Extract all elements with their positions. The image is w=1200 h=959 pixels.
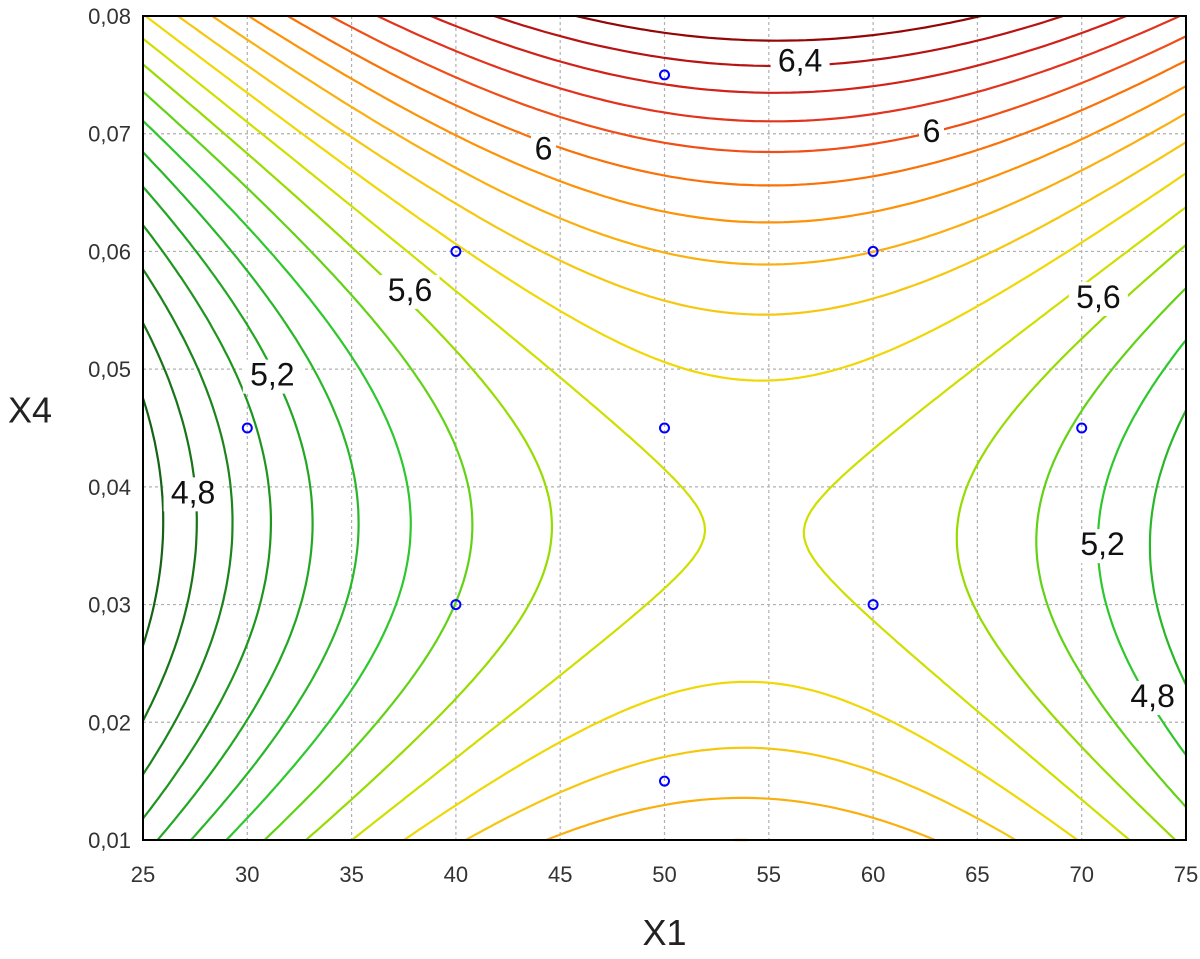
y-tick-label: 0,03 <box>88 593 131 618</box>
plot-frame <box>142 15 1187 841</box>
design-point <box>659 69 670 81</box>
contour-label-bg <box>1123 680 1183 715</box>
contour-line <box>144 14 1188 842</box>
contour-label: 6,4 <box>778 42 822 78</box>
contour-label: 4,8 <box>171 474 215 510</box>
contour-line <box>141 268 234 776</box>
y-tick-label: 0,01 <box>88 828 131 853</box>
x-tick-label: 30 <box>235 862 259 887</box>
design-point <box>659 422 670 434</box>
contour-label-bg <box>770 45 830 80</box>
x-tick-label: 35 <box>339 862 363 887</box>
contour-label-bg <box>163 477 223 512</box>
contour-label: 6 <box>923 113 941 149</box>
contour-line <box>141 224 272 820</box>
contour-label: 4,8 <box>1130 678 1174 714</box>
contour-label-bg <box>1068 281 1128 316</box>
y-tick-label: 0,05 <box>88 357 131 382</box>
y-tick-label: 0,02 <box>88 710 131 735</box>
contour-label: 5,2 <box>250 357 294 393</box>
contour-line <box>247 14 1188 842</box>
x-tick-label: 45 <box>548 862 572 887</box>
contour-line <box>141 37 1188 842</box>
contour-label-bg <box>531 133 557 168</box>
y-tick-label: 0,08 <box>88 4 131 29</box>
contour-line <box>141 151 1188 842</box>
x-tick-label: 50 <box>652 862 676 887</box>
y-tick-label: 0,06 <box>88 239 131 264</box>
design-point <box>659 775 670 787</box>
contour-label: 5,6 <box>1076 279 1120 315</box>
contour-line <box>141 119 1188 842</box>
contour-line <box>141 397 165 647</box>
x-axis-title: X1 <box>642 912 686 953</box>
contour-line <box>211 14 1188 842</box>
y-tick-label: 0,04 <box>88 475 131 500</box>
x-tick-label: 25 <box>131 862 155 887</box>
design-point <box>867 599 879 611</box>
contour-line <box>329 14 1188 154</box>
x-tick-label: 65 <box>965 862 989 887</box>
contour-label: 6 <box>535 131 553 167</box>
y-axis-ticks: 0,01 0,02 0,03 0,04 0,05 0,06 0,07 0,08 <box>88 4 131 853</box>
contour-label-bg <box>1073 529 1133 564</box>
contour-line <box>141 90 1188 842</box>
design-point <box>1076 422 1088 434</box>
contour-line <box>141 185 314 842</box>
contour-label: 5,2 <box>1080 526 1124 562</box>
contour-labels: 6,4 6 6 5,6 5,6 5,2 5,2 4,8 4,8 <box>163 42 1183 715</box>
contour-label: 5,6 <box>388 272 432 308</box>
x-tick-label: 55 <box>757 862 781 887</box>
contour-line <box>141 321 198 722</box>
contour-lines <box>141 14 1188 842</box>
contour-label-bg <box>380 274 440 309</box>
x-tick-label: 75 <box>1174 862 1198 887</box>
y-tick-label: 0,07 <box>88 122 131 147</box>
grid-lines <box>143 16 1186 840</box>
contour-label-bg <box>919 115 945 150</box>
design-point <box>450 599 462 611</box>
contour-label-bg <box>242 359 302 394</box>
x-axis-ticks: 25 30 35 40 45 50 55 60 65 70 75 <box>131 862 1198 887</box>
x-tick-label: 40 <box>444 862 468 887</box>
contour-line <box>286 14 1188 187</box>
y-axis-title: X4 <box>8 389 52 430</box>
x-tick-label: 70 <box>1069 862 1093 887</box>
design-point <box>867 245 879 257</box>
design-points <box>241 69 1088 787</box>
x-tick-label: 60 <box>861 862 885 887</box>
design-point <box>450 245 462 257</box>
contour-line <box>176 14 1188 842</box>
contour-line <box>575 14 982 42</box>
design-point <box>241 422 253 434</box>
